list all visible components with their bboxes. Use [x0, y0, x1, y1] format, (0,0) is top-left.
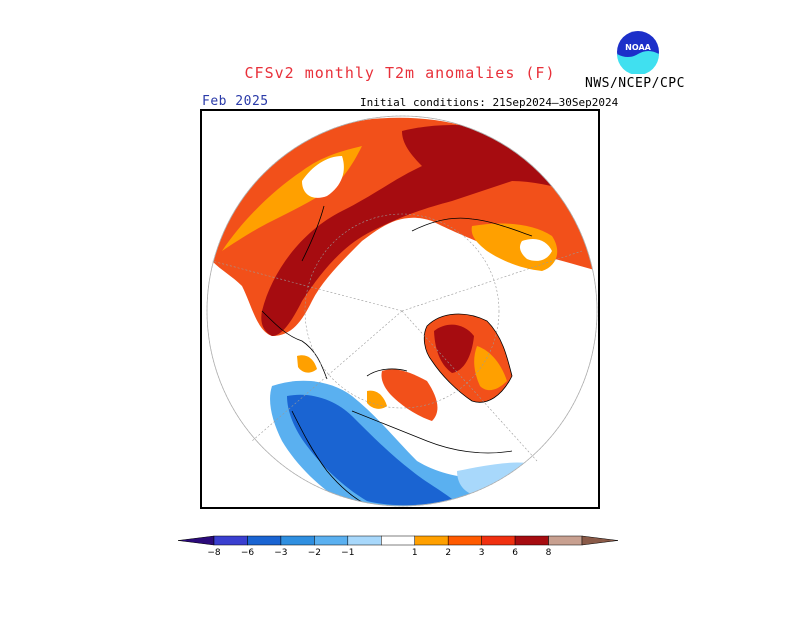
legend-bin — [177, 535, 215, 546]
anomaly-region-greenland-light — [474, 346, 507, 391]
legend-tick-label: 2 — [445, 548, 451, 558]
legend-bin — [514, 535, 549, 546]
legend-bin — [548, 535, 583, 546]
anomaly-region-north-america-light — [457, 462, 527, 496]
noaa-logo: NOAA — [617, 31, 659, 74]
coastlines — [261, 205, 533, 506]
legend-tick-label: 8 — [546, 548, 552, 558]
legend-bin — [213, 535, 248, 546]
initial-conditions: Initial conditions: 21Sep2024–30Sep2024 — [360, 96, 619, 109]
anomaly-region-eurasia-dark — [261, 141, 542, 336]
anomaly-region-greenland-dark — [434, 324, 474, 373]
polar-map — [206, 115, 598, 507]
legend-tick-label: 6 — [512, 548, 518, 558]
anomaly-region-alaska-warm — [297, 355, 317, 373]
legend-tick-label: −3 — [274, 548, 287, 558]
legend-bin — [247, 535, 282, 546]
svg-text:NOAA: NOAA — [625, 43, 651, 52]
anomaly-region-alaska-white — [519, 239, 552, 261]
legend-bin — [314, 535, 349, 546]
legend-bin — [414, 535, 449, 546]
legend-bin — [481, 535, 516, 546]
color-legend: −8 −6 −3 −2 −1 1 2 3 6 8 — [177, 535, 619, 558]
legend-tick-label: −6 — [241, 548, 255, 558]
legend-tick-label: −8 — [207, 548, 221, 558]
legend-tick-label: 1 — [412, 548, 418, 558]
legend-bin — [381, 535, 415, 546]
anomaly-region-archipelago — [381, 369, 438, 421]
map-title: CFSv2 monthly T2m anomalies (F) — [244, 64, 556, 82]
legend-bin — [447, 535, 482, 546]
anomaly-region-north-america-mid — [287, 394, 452, 506]
anomaly-region-archipelago-light — [367, 390, 387, 409]
agency-label: NWS/NCEP/CPC — [585, 76, 685, 91]
anomaly-region-scandinavia-white — [302, 156, 344, 198]
legend-tick-label: −1 — [341, 548, 354, 558]
legend-bin — [581, 535, 619, 546]
forecast-month: Feb 2025 — [202, 94, 269, 109]
legend-bin — [347, 535, 382, 546]
map-frame — [200, 109, 600, 509]
legend-bin — [280, 535, 315, 546]
legend-tick-label: −2 — [308, 548, 321, 558]
legend-tick-label: 3 — [479, 548, 485, 558]
